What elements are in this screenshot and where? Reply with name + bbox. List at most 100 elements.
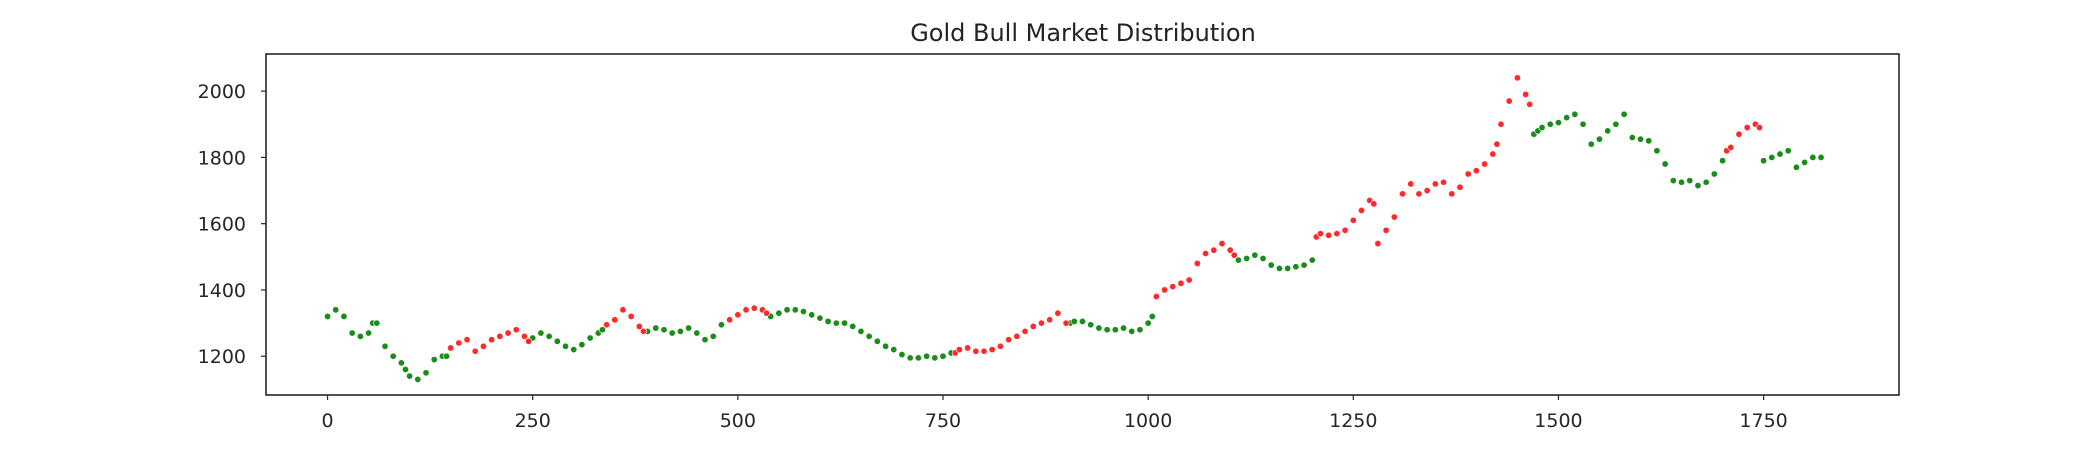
bear-point <box>1144 319 1152 327</box>
bull-point <box>512 326 520 334</box>
bull-point <box>1505 97 1513 105</box>
bull-point <box>1481 160 1489 168</box>
bull-point <box>1440 178 1448 186</box>
bull-point <box>1735 130 1743 138</box>
bear-point <box>1760 157 1768 165</box>
bull-point <box>726 316 734 324</box>
y-tick-label: 1200 <box>198 346 246 368</box>
bear-point <box>824 317 832 325</box>
bear-point <box>1817 153 1825 161</box>
bull-point <box>763 309 771 317</box>
bull-point <box>1210 246 1218 254</box>
bear-point <box>898 351 906 359</box>
bear-point <box>660 326 668 334</box>
bull-point <box>1169 283 1177 291</box>
bear-point <box>1070 317 1078 325</box>
bull-point <box>955 346 963 354</box>
bull-point <box>1005 336 1013 344</box>
bear-point <box>832 319 840 327</box>
bear-point <box>914 354 922 362</box>
plot-area <box>324 74 1825 383</box>
bull-point <box>1341 226 1349 234</box>
bear-point <box>1694 182 1702 190</box>
bear-point <box>406 372 414 380</box>
bear-point <box>882 342 890 350</box>
bull-point <box>1046 316 1054 324</box>
bear-point <box>1637 135 1645 143</box>
bear-point <box>1620 110 1628 118</box>
bull-point <box>750 304 758 312</box>
bull-point <box>1448 190 1456 198</box>
bear-point <box>1128 327 1136 335</box>
bear-point <box>1243 254 1251 262</box>
bear-point <box>1661 160 1669 168</box>
x-tick-label: 1250 <box>1329 410 1377 432</box>
bull-point <box>496 332 504 340</box>
bull-point <box>1226 246 1234 254</box>
bull-point <box>1316 230 1324 238</box>
x-tick-label: 0 <box>321 410 333 432</box>
bear-point <box>676 327 684 335</box>
bear-point <box>931 354 939 362</box>
bull-point <box>479 342 487 350</box>
bull-point <box>1218 240 1226 248</box>
bull-point <box>1431 180 1439 188</box>
bear-point <box>1686 177 1694 185</box>
bear-point <box>1546 120 1554 128</box>
bear-point <box>1267 261 1275 269</box>
bear-point <box>865 332 873 340</box>
bear-point <box>1095 324 1103 332</box>
bear-point <box>1669 177 1677 185</box>
bear-point <box>1120 324 1128 332</box>
bear-point <box>1612 120 1620 128</box>
bear-point <box>841 319 849 327</box>
bear-point <box>1776 150 1784 158</box>
bear-point <box>1103 326 1111 334</box>
bull-point <box>1727 143 1735 151</box>
bear-point <box>1148 312 1156 320</box>
chart-title: Gold Bull Market Distribution <box>910 19 1256 47</box>
bear-point <box>1538 124 1546 132</box>
bull-point <box>639 327 647 335</box>
bear-point <box>923 352 931 360</box>
bear-point <box>1702 178 1710 186</box>
x-tick-label: 500 <box>720 410 756 432</box>
bear-point <box>1284 264 1292 272</box>
bull-point <box>635 322 643 330</box>
bull-point <box>627 312 635 320</box>
bear-point <box>1275 264 1283 272</box>
bull-point <box>1390 213 1398 221</box>
bull-point <box>734 311 742 319</box>
bear-point <box>373 319 381 327</box>
bear-point <box>1653 147 1661 155</box>
bull-point <box>1054 309 1062 317</box>
bear-point <box>1554 119 1562 127</box>
bull-point <box>1399 190 1407 198</box>
bear-point <box>1768 153 1776 161</box>
bear-point <box>537 329 545 337</box>
bull-point <box>742 306 750 314</box>
bull-point <box>996 342 1004 350</box>
bear-point <box>939 352 947 360</box>
bear-point <box>324 312 332 320</box>
bear-point <box>348 329 356 337</box>
bull-point <box>1230 251 1238 259</box>
bear-point <box>791 306 799 314</box>
bear-point <box>430 356 438 364</box>
bear-point <box>849 322 857 330</box>
bull-point <box>1497 120 1505 128</box>
bear-point <box>652 324 660 332</box>
bull-point <box>1333 230 1341 238</box>
bull-point <box>488 336 496 344</box>
bull-point <box>1152 293 1160 301</box>
bear-point <box>1784 147 1792 155</box>
bear-point <box>1801 158 1809 166</box>
axes-frame <box>265 53 1900 396</box>
bear-point <box>1251 251 1259 259</box>
bear-point <box>578 341 586 349</box>
x-tick-label: 1750 <box>1739 410 1787 432</box>
bear-point <box>1579 120 1587 128</box>
bear-point <box>1563 114 1571 122</box>
bull-point <box>1456 183 1464 191</box>
